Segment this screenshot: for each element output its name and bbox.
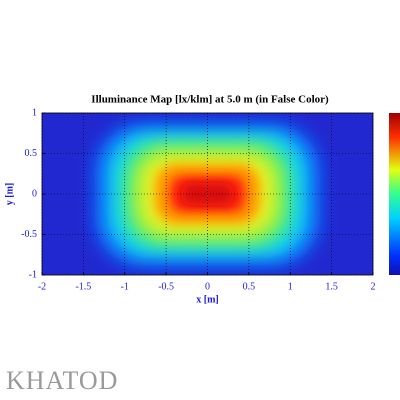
x-tick-label: 2 <box>371 281 376 292</box>
x-tick-label: 1 <box>288 281 293 292</box>
y-tick-label: 1 <box>32 107 37 118</box>
y-axis-label: y [m] <box>4 183 15 206</box>
x-tick-label: -1.5 <box>75 281 91 292</box>
x-tick-label: 0 <box>205 281 210 292</box>
x-tick-label: -0.5 <box>158 281 174 292</box>
y-tick-label: 0 <box>32 188 37 199</box>
x-axis-label: x [m] <box>196 294 219 305</box>
x-tick-label: 1.5 <box>325 281 338 292</box>
x-tick-label: -1 <box>121 281 129 292</box>
y-tick-label: -1 <box>29 269 37 280</box>
x-tick-label: 0.5 <box>243 281 256 292</box>
plot-frame <box>41 112 374 276</box>
logo: KHATOD <box>6 366 118 395</box>
x-tick-label: -2 <box>38 281 46 292</box>
chart-title: Illuminance Map [lx/klm] at 5.0 m (in Fa… <box>91 94 329 106</box>
colorbar <box>389 113 400 275</box>
y-tick-label: -0.5 <box>21 229 37 240</box>
y-tick-label: 0.5 <box>25 148 38 159</box>
